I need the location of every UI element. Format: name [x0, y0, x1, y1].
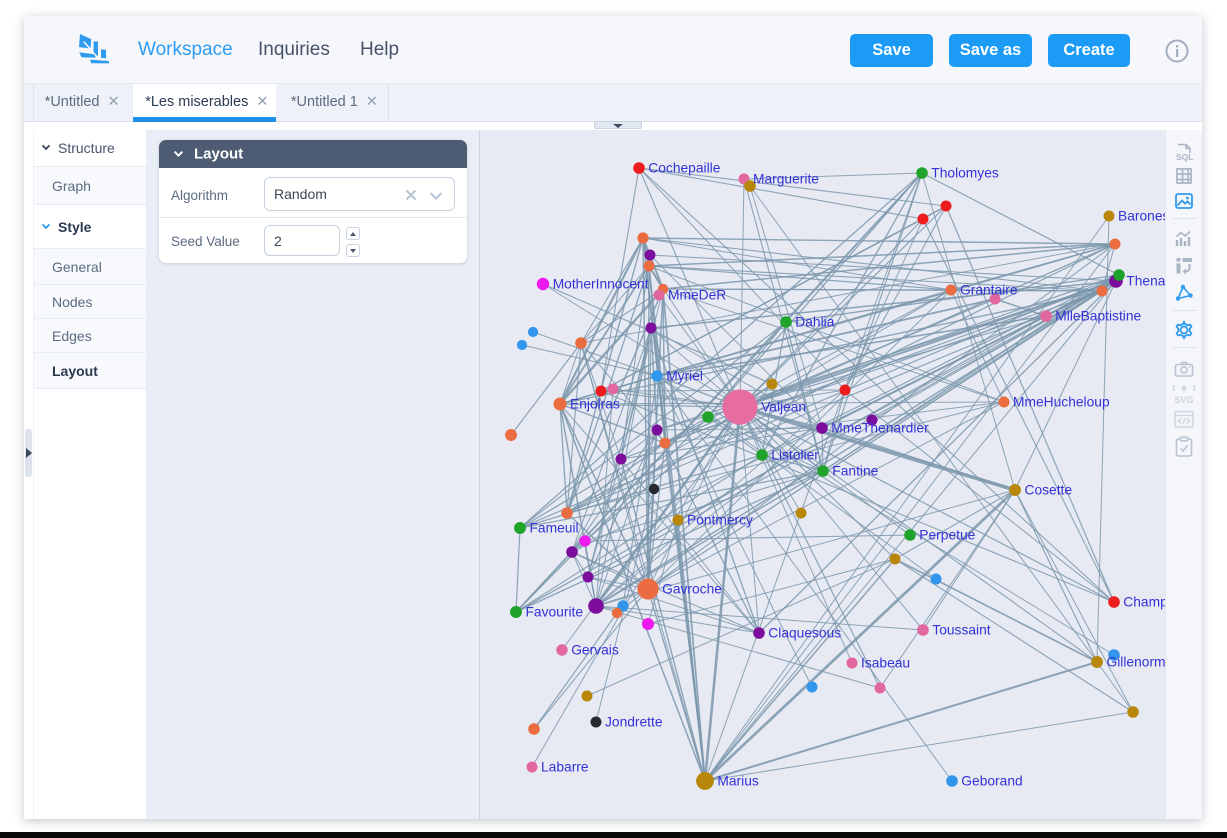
svg-text:Pontmercy: Pontmercy	[687, 513, 753, 528]
svg-text:Toussaint: Toussaint	[932, 623, 990, 638]
svg-text:Labarre: Labarre	[541, 760, 589, 775]
svg-text:Grantaire: Grantaire	[960, 283, 1018, 298]
svg-text:SQL: SQL	[1176, 152, 1193, 162]
svg-text:Gillenormand: Gillenormand	[1107, 655, 1166, 670]
svg-text:Fantine: Fantine	[832, 464, 878, 479]
svg-text:Tholomyes: Tholomyes	[931, 166, 999, 181]
svg-text:BaronessT: BaronessT	[1118, 209, 1165, 224]
svg-text:Listolier: Listolier	[771, 448, 819, 463]
svg-text:MmeDeR: MmeDeR	[668, 288, 726, 303]
svg-text:Valjean: Valjean	[761, 400, 806, 415]
svg-text:MmeThenardier: MmeThenardier	[831, 421, 929, 436]
svg-text:Thenardier: Thenardier	[1126, 274, 1165, 289]
svg-text:MotherInnocent: MotherInnocent	[553, 277, 649, 292]
svg-text:Perpetue: Perpetue	[919, 528, 975, 543]
svg-text:Dahlia: Dahlia	[795, 315, 834, 330]
svg-text:SVG: SVG	[1175, 395, 1194, 405]
svg-text:Fameuil: Fameuil	[530, 521, 579, 536]
svg-text:Champmathieu: Champmathieu	[1123, 595, 1165, 610]
svg-text:Marguerite: Marguerite	[753, 172, 819, 187]
svg-text:MlleBaptistine: MlleBaptistine	[1055, 309, 1141, 324]
svg-text:Geborand: Geborand	[961, 774, 1022, 789]
svg-text:Gervais: Gervais	[571, 643, 619, 658]
svg-text:Gavroche: Gavroche	[662, 582, 722, 597]
svg-text:Favourite: Favourite	[526, 605, 584, 620]
svg-text:Cochepaille: Cochepaille	[648, 161, 720, 176]
svg-text:Isabeau: Isabeau	[861, 656, 910, 671]
svg-text:Enjolras: Enjolras	[570, 397, 620, 412]
svg-text:Marius: Marius	[717, 774, 758, 789]
svg-text:Jondrette: Jondrette	[605, 715, 663, 730]
svg-text:Cosette: Cosette	[1025, 483, 1073, 498]
svg-text:MmeHucheloup: MmeHucheloup	[1013, 395, 1110, 410]
svg-text:Myriel: Myriel	[666, 369, 703, 384]
svg-text:Claquesous: Claquesous	[768, 626, 841, 641]
